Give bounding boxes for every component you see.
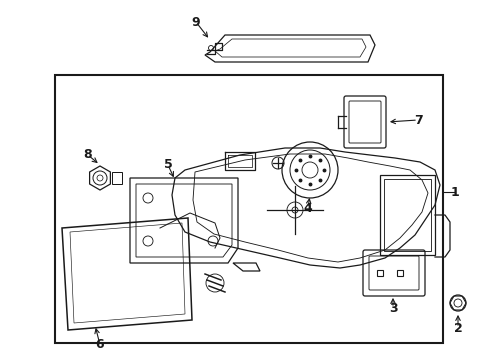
Text: 1: 1 xyxy=(451,185,460,198)
Text: 9: 9 xyxy=(192,15,200,28)
Text: 4: 4 xyxy=(304,202,313,215)
Bar xyxy=(384,179,431,251)
Text: 6: 6 xyxy=(96,338,104,351)
Text: 7: 7 xyxy=(414,113,422,126)
Text: 2: 2 xyxy=(454,321,463,334)
Text: 5: 5 xyxy=(164,158,172,171)
Bar xyxy=(55,75,443,343)
Text: 3: 3 xyxy=(389,302,397,315)
Bar xyxy=(380,175,435,255)
Text: 8: 8 xyxy=(84,148,92,162)
